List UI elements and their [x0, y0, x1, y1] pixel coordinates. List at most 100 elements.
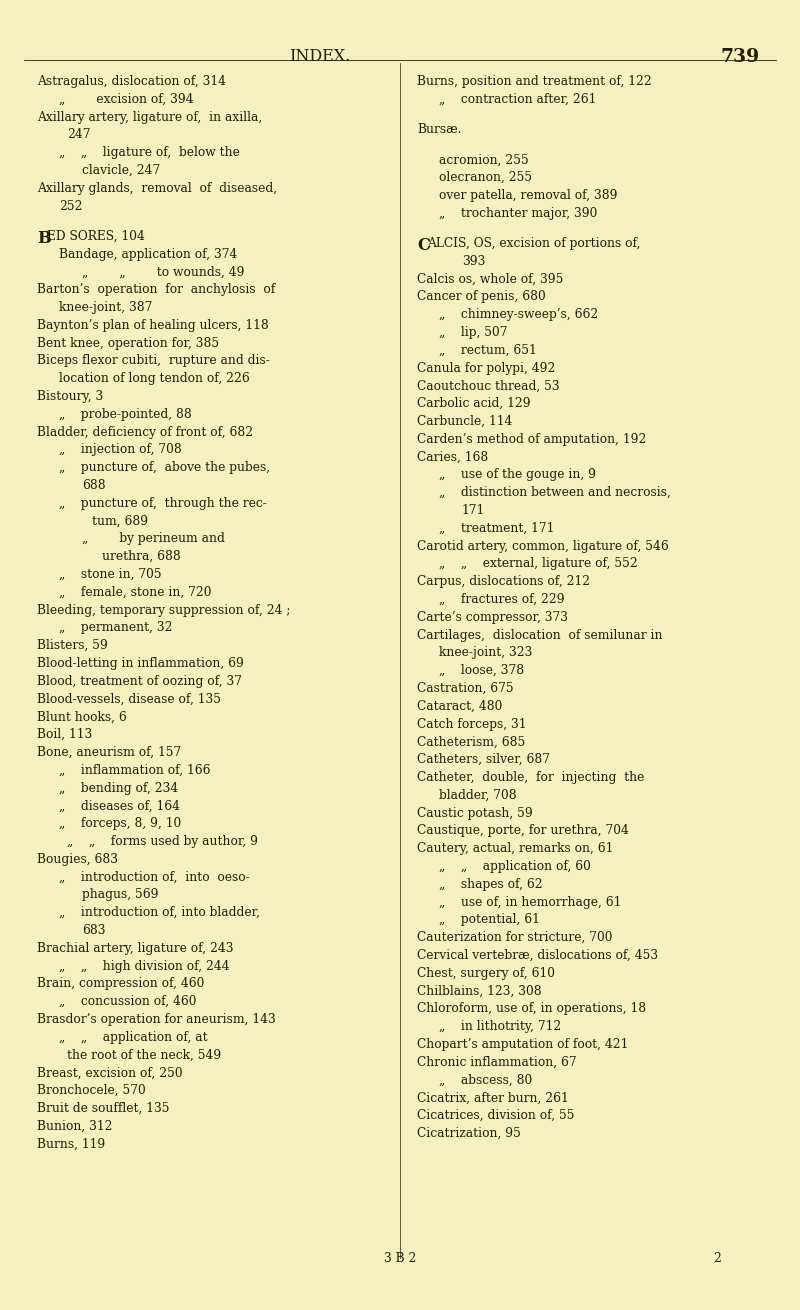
- Text: 3 B 2: 3 B 2: [384, 1252, 416, 1265]
- Text: olecranon, 255: olecranon, 255: [439, 172, 532, 185]
- Text: Chopart’s amputation of foot, 421: Chopart’s amputation of foot, 421: [417, 1038, 628, 1051]
- Text: „    fractures of, 229: „ fractures of, 229: [439, 593, 565, 607]
- Text: ALCIS, OS, excision of portions of,: ALCIS, OS, excision of portions of,: [427, 237, 641, 250]
- Text: Bursæ.: Bursæ.: [417, 123, 462, 136]
- Text: „    use of the gouge in, 9: „ use of the gouge in, 9: [439, 469, 596, 481]
- Text: Biceps flexor cubiti,  rupture and dis-: Biceps flexor cubiti, rupture and dis-: [37, 355, 270, 368]
- Text: Catch forceps, 31: Catch forceps, 31: [417, 718, 526, 731]
- Text: Baynton’s plan of healing ulcers, 118: Baynton’s plan of healing ulcers, 118: [37, 318, 269, 331]
- Text: Boil, 113: Boil, 113: [37, 728, 92, 741]
- Text: „    stone in, 705: „ stone in, 705: [59, 569, 162, 582]
- Text: „    „    application of, 60: „ „ application of, 60: [439, 859, 591, 872]
- Text: Chronic inflammation, 67: Chronic inflammation, 67: [417, 1056, 577, 1069]
- Text: „    lip, 507: „ lip, 507: [439, 326, 507, 339]
- Text: Brasdor’s operation for aneurism, 143: Brasdor’s operation for aneurism, 143: [37, 1013, 276, 1026]
- Text: Cancer of penis, 680: Cancer of penis, 680: [417, 291, 546, 304]
- Text: Blood, treatment of oozing of, 37: Blood, treatment of oozing of, 37: [37, 675, 242, 688]
- Text: „    injection of, 708: „ injection of, 708: [59, 444, 182, 456]
- Text: „    puncture of,  through the rec-: „ puncture of, through the rec-: [59, 496, 267, 510]
- Text: 688: 688: [82, 479, 106, 493]
- Text: Bistoury, 3: Bistoury, 3: [37, 390, 103, 403]
- Text: Cataract, 480: Cataract, 480: [417, 700, 502, 713]
- Text: ED SORES, 104: ED SORES, 104: [47, 229, 145, 242]
- Text: „    bending of, 234: „ bending of, 234: [59, 782, 178, 795]
- Text: Astragalus, dislocation of, 314: Astragalus, dislocation of, 314: [37, 75, 226, 88]
- Text: „    introduction of, into bladder,: „ introduction of, into bladder,: [59, 907, 260, 920]
- Text: „    treatment, 171: „ treatment, 171: [439, 521, 554, 534]
- Text: „    „    forms used by author, 9: „ „ forms used by author, 9: [67, 834, 258, 848]
- Text: Caoutchouc thread, 53: Caoutchouc thread, 53: [417, 380, 560, 393]
- Text: „    forceps, 8, 9, 10: „ forceps, 8, 9, 10: [59, 817, 182, 831]
- Text: Bronchocele, 570: Bronchocele, 570: [37, 1085, 146, 1098]
- Text: clavicle, 247: clavicle, 247: [82, 164, 160, 177]
- Text: Catheter,  double,  for  injecting  the: Catheter, double, for injecting the: [417, 772, 644, 783]
- Text: bladder, 708: bladder, 708: [439, 789, 517, 802]
- Text: 739: 739: [721, 48, 759, 66]
- Text: Brachial artery, ligature of, 243: Brachial artery, ligature of, 243: [37, 942, 234, 955]
- Text: „    probe-pointed, 88: „ probe-pointed, 88: [59, 407, 192, 421]
- Text: Cicatrices, division of, 55: Cicatrices, division of, 55: [417, 1110, 574, 1123]
- Text: Brain, compression of, 460: Brain, compression of, 460: [37, 977, 204, 990]
- Text: Carden’s method of amputation, 192: Carden’s method of amputation, 192: [417, 432, 646, 445]
- Text: Canula for polypi, 492: Canula for polypi, 492: [417, 362, 555, 375]
- Text: B: B: [37, 229, 50, 246]
- Text: 393: 393: [462, 254, 486, 267]
- Text: Caustic potash, 59: Caustic potash, 59: [417, 807, 533, 820]
- Text: „    distinction between and necrosis,: „ distinction between and necrosis,: [439, 486, 671, 499]
- Text: Burns, position and treatment of, 122: Burns, position and treatment of, 122: [417, 75, 652, 88]
- Text: Caustique, porte, for urethra, 704: Caustique, porte, for urethra, 704: [417, 824, 629, 837]
- Text: „    „    high division of, 244: „ „ high division of, 244: [59, 960, 230, 972]
- Text: „        by perineum and: „ by perineum and: [82, 532, 225, 545]
- Text: 252: 252: [59, 199, 82, 212]
- Text: Axillary glands,  removal  of  diseased,: Axillary glands, removal of diseased,: [37, 182, 277, 195]
- Text: Cervical vertebræ, dislocations of, 453: Cervical vertebræ, dislocations of, 453: [417, 948, 658, 962]
- Text: Cicatrix, after burn, 261: Cicatrix, after burn, 261: [417, 1091, 569, 1104]
- Text: „    „    ligature of,  below the: „ „ ligature of, below the: [59, 147, 240, 160]
- Text: Burns, 119: Burns, 119: [37, 1137, 106, 1150]
- Text: „    potential, 61: „ potential, 61: [439, 913, 540, 926]
- Text: Cauterization for stricture, 700: Cauterization for stricture, 700: [417, 931, 613, 945]
- Text: „    use of, in hemorrhage, 61: „ use of, in hemorrhage, 61: [439, 896, 622, 909]
- Text: Chilblains, 123, 308: Chilblains, 123, 308: [417, 985, 542, 998]
- Text: Bleeding, temporary suppression of, 24 ;: Bleeding, temporary suppression of, 24 ;: [37, 604, 290, 617]
- Text: Bladder, deficiency of front of, 682: Bladder, deficiency of front of, 682: [37, 426, 253, 439]
- Text: Chloroform, use of, in operations, 18: Chloroform, use of, in operations, 18: [417, 1002, 646, 1015]
- Text: Carbolic acid, 129: Carbolic acid, 129: [417, 397, 530, 410]
- Text: „    loose, 378: „ loose, 378: [439, 664, 524, 677]
- Text: knee-joint, 323: knee-joint, 323: [439, 646, 532, 659]
- Text: „    rectum, 651: „ rectum, 651: [439, 343, 537, 356]
- Text: Axillary artery, ligature of,  in axilla,: Axillary artery, ligature of, in axilla,: [37, 110, 262, 123]
- Text: „    „    application of, at: „ „ application of, at: [59, 1031, 208, 1044]
- Text: „    „    external, ligature of, 552: „ „ external, ligature of, 552: [439, 557, 638, 570]
- Text: C: C: [417, 237, 430, 254]
- Text: the root of the neck, 549: the root of the neck, 549: [67, 1049, 222, 1061]
- Text: phagus, 569: phagus, 569: [82, 888, 158, 901]
- Text: „    female, stone in, 720: „ female, stone in, 720: [59, 586, 211, 599]
- Text: Cicatrization, 95: Cicatrization, 95: [417, 1127, 521, 1140]
- Text: urethra, 688: urethra, 688: [102, 550, 181, 563]
- Text: Blisters, 59: Blisters, 59: [37, 639, 108, 652]
- Text: „    chimney-sweep’s, 662: „ chimney-sweep’s, 662: [439, 308, 598, 321]
- Text: acromion, 255: acromion, 255: [439, 153, 529, 166]
- Text: knee-joint, 387: knee-joint, 387: [59, 301, 152, 314]
- Text: Cautery, actual, remarks on, 61: Cautery, actual, remarks on, 61: [417, 842, 614, 855]
- Text: „        „        to wounds, 49: „ „ to wounds, 49: [82, 266, 245, 279]
- Text: Bruit de soufflet, 135: Bruit de soufflet, 135: [37, 1102, 170, 1115]
- Text: Carte’s compressor, 373: Carte’s compressor, 373: [417, 610, 568, 624]
- Text: INDEX.: INDEX.: [290, 48, 350, 66]
- Text: „    contraction after, 261: „ contraction after, 261: [439, 93, 596, 106]
- Text: Blunt hooks, 6: Blunt hooks, 6: [37, 710, 126, 723]
- Text: „    diseases of, 164: „ diseases of, 164: [59, 799, 180, 812]
- Text: „        excision of, 394: „ excision of, 394: [59, 93, 194, 106]
- Text: Chest, surgery of, 610: Chest, surgery of, 610: [417, 967, 555, 980]
- Text: Catheters, silver, 687: Catheters, silver, 687: [417, 753, 550, 766]
- Text: Blood-letting in inflammation, 69: Blood-letting in inflammation, 69: [37, 658, 244, 669]
- Text: „    trochanter major, 390: „ trochanter major, 390: [439, 207, 598, 220]
- Text: Caries, 168: Caries, 168: [417, 451, 488, 464]
- Text: „    puncture of,  above the pubes,: „ puncture of, above the pubes,: [59, 461, 270, 474]
- Text: 247: 247: [67, 128, 90, 141]
- Text: Breast, excision of, 250: Breast, excision of, 250: [37, 1066, 182, 1079]
- Text: Catheterism, 685: Catheterism, 685: [417, 735, 526, 748]
- Text: „    shapes of, 62: „ shapes of, 62: [439, 878, 542, 891]
- Text: Barton’s  operation  for  anchylosis  of: Barton’s operation for anchylosis of: [37, 283, 275, 296]
